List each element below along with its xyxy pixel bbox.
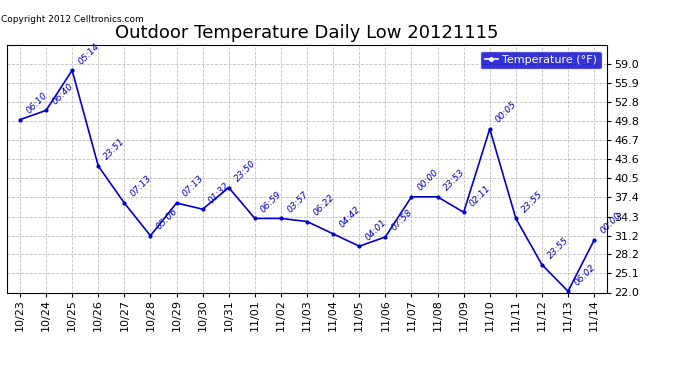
Text: 23:50: 23:50 [233, 159, 257, 183]
Text: 05:14: 05:14 [77, 41, 101, 66]
Text: 06:40: 06:40 [50, 81, 75, 106]
Text: 04:42: 04:42 [337, 205, 362, 230]
Text: 23:53: 23:53 [442, 168, 466, 193]
Text: 05:06: 05:06 [155, 207, 179, 231]
Text: 00:05: 00:05 [494, 100, 519, 125]
Legend: Temperature (°F): Temperature (°F) [480, 51, 602, 69]
Text: 06:10: 06:10 [24, 91, 49, 116]
Text: 06:59: 06:59 [259, 189, 284, 214]
Text: 06:02: 06:02 [572, 262, 597, 287]
Text: 23:55: 23:55 [520, 189, 545, 214]
Text: 07:58: 07:58 [390, 208, 414, 233]
Text: 07:13: 07:13 [181, 174, 206, 199]
Text: 00:00: 00:00 [598, 211, 623, 236]
Text: 00:00: 00:00 [415, 168, 440, 193]
Text: 23:51: 23:51 [102, 137, 127, 162]
Text: 23:55: 23:55 [546, 236, 571, 261]
Text: 03:57: 03:57 [285, 189, 310, 214]
Title: Outdoor Temperature Daily Low 20121115: Outdoor Temperature Daily Low 20121115 [115, 24, 499, 42]
Text: Copyright 2012 Celltronics.com: Copyright 2012 Celltronics.com [1, 15, 144, 24]
Text: 02:11: 02:11 [468, 183, 493, 208]
Text: 07:13: 07:13 [128, 174, 153, 199]
Text: 04:01: 04:01 [364, 217, 388, 242]
Text: 06:22: 06:22 [311, 193, 336, 217]
Text: 01:32: 01:32 [207, 180, 232, 205]
